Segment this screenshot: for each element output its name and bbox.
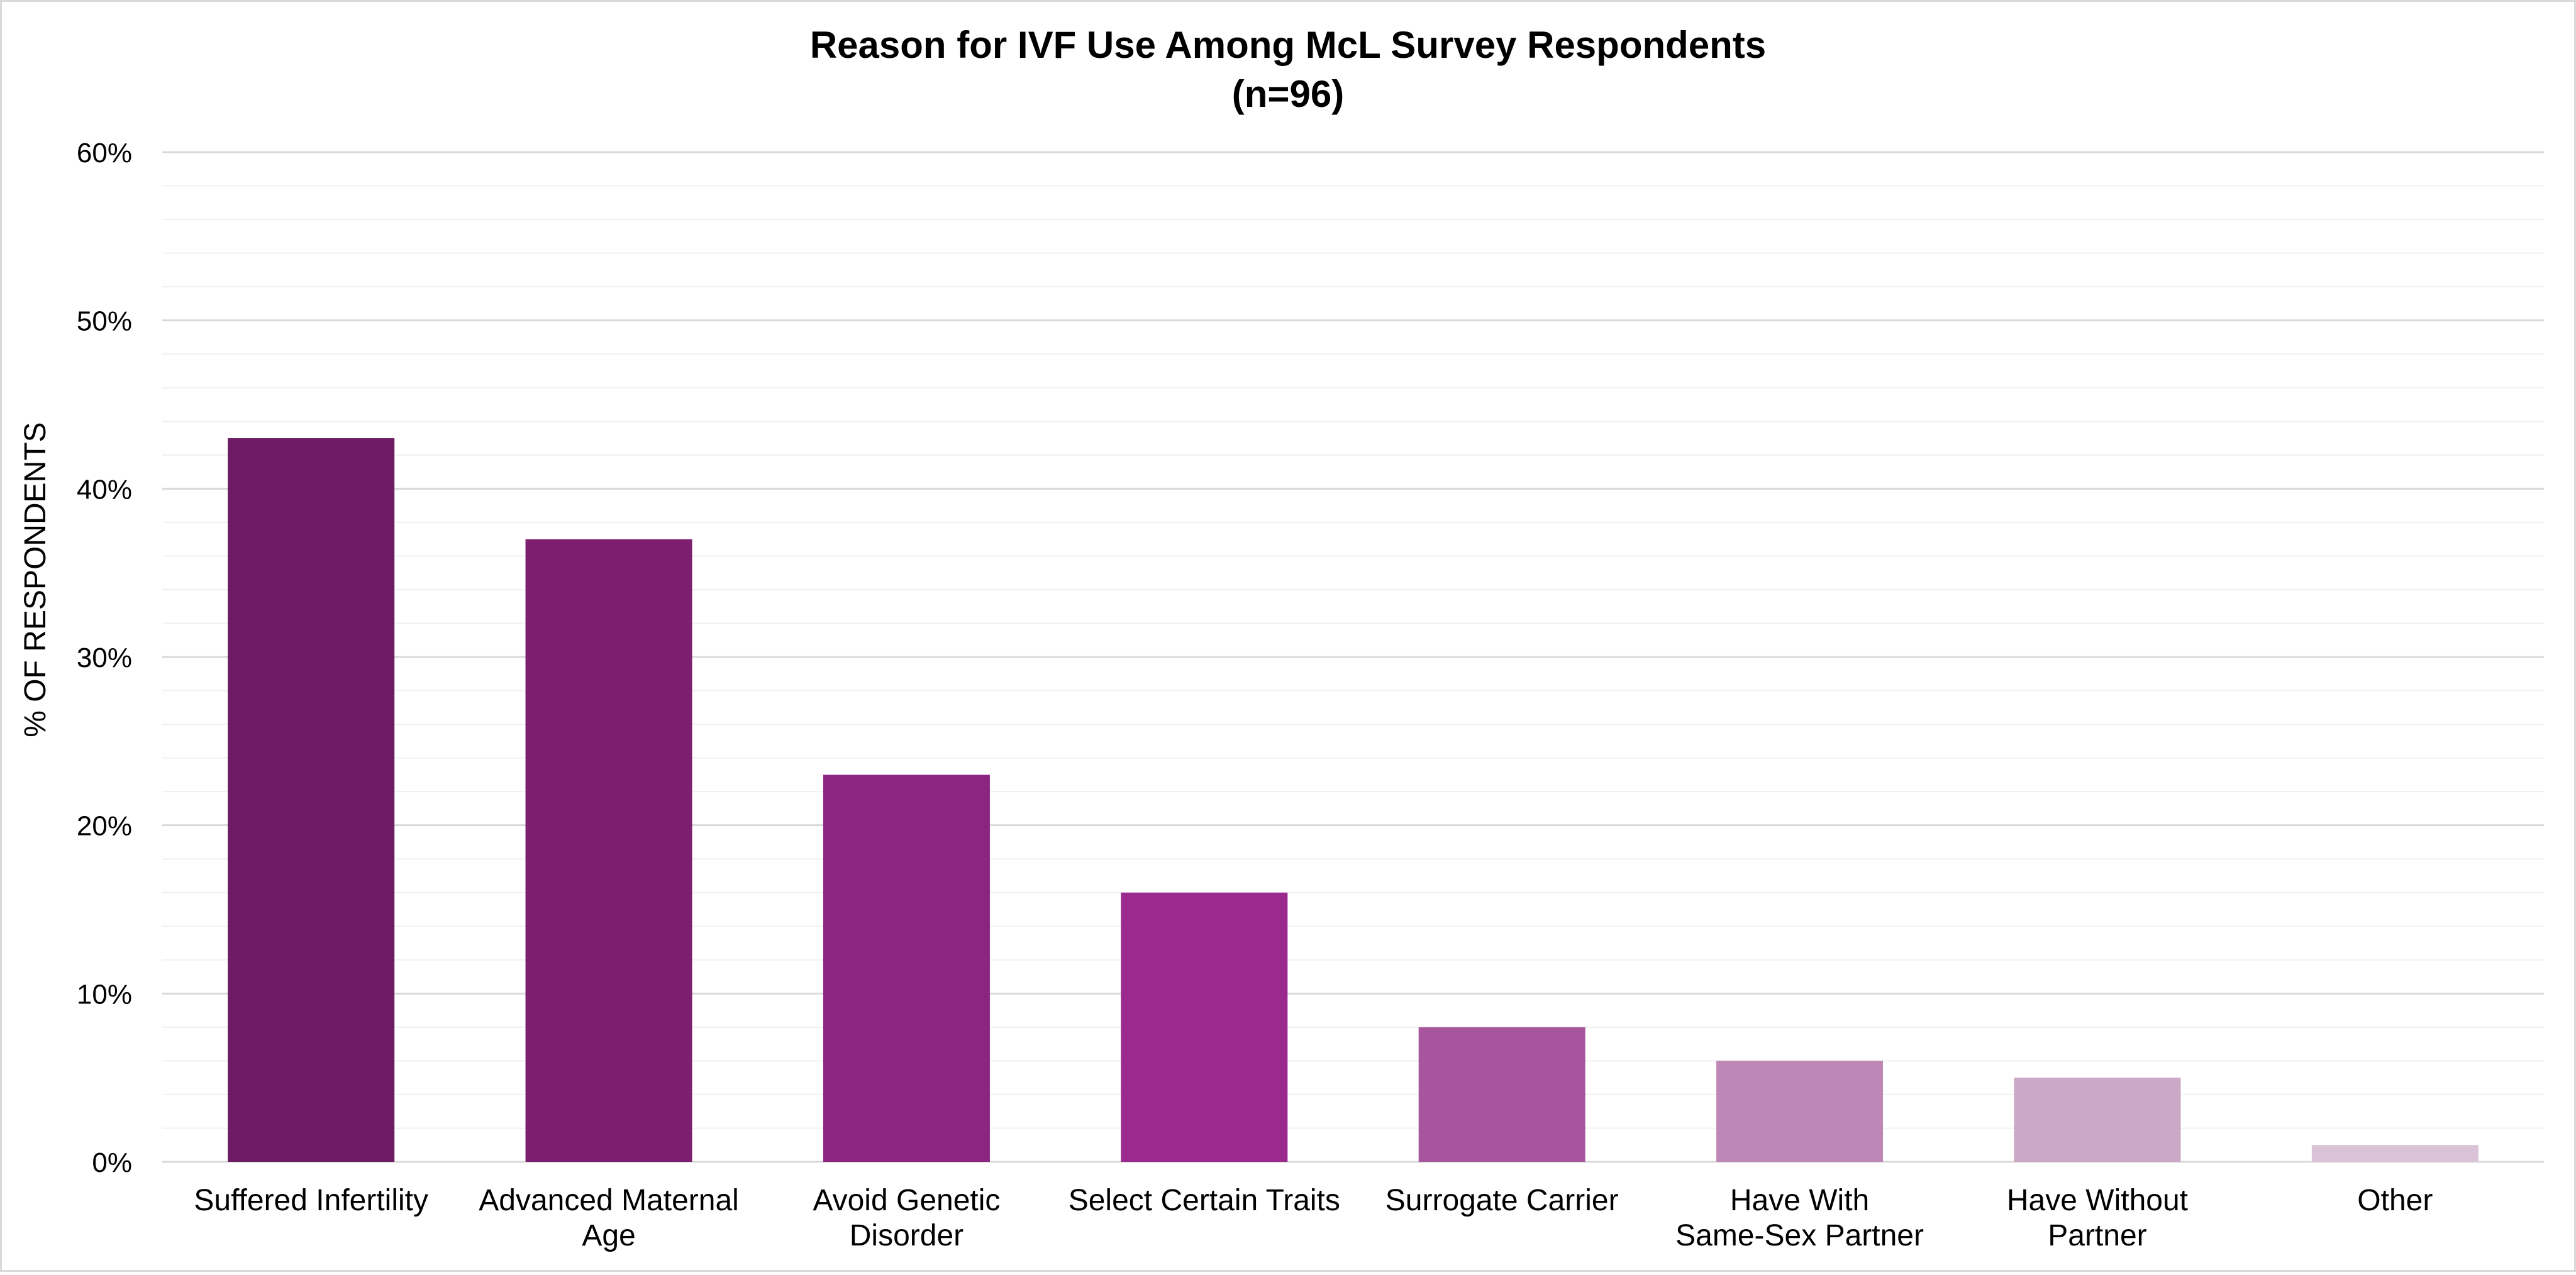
chart-subtitle: (n=96): [1232, 73, 1344, 115]
bar: [2311, 1145, 2479, 1162]
y-tick-label: 30%: [77, 643, 132, 673]
bar: [823, 775, 990, 1162]
x-tick-label: Have Without Partner: [2007, 1184, 2188, 1252]
y-tick-label: 40%: [77, 474, 132, 505]
y-tick-label: 20%: [77, 811, 132, 842]
y-tick-label: 10%: [77, 979, 132, 1010]
y-axis-ticks: 0% 10% 20% 30% 40% 50% 60%: [77, 138, 132, 1178]
x-tick-label: Avoid Genetic Disorder: [813, 1184, 1000, 1252]
y-axis-label: % OF RESPONDENTS: [19, 422, 52, 737]
bar: [2014, 1078, 2181, 1162]
bar: [1716, 1061, 1884, 1162]
y-tick-label: 0%: [92, 1147, 132, 1178]
bar: [1418, 1027, 1585, 1162]
x-tick-label: Select Certain Traits: [1069, 1184, 1340, 1217]
bar: [228, 438, 395, 1162]
chart-title: Reason for IVF Use Among McL Survey Resp…: [810, 24, 1766, 66]
y-tick-label: 50%: [77, 306, 132, 337]
bars: [228, 438, 2479, 1162]
x-tick-label: Suffered Infertility: [194, 1184, 428, 1217]
bar: [1121, 892, 1288, 1162]
x-tick-label: Advanced Maternal Age: [479, 1184, 739, 1252]
x-tick-label: Have With Same-Sex Partner: [1675, 1184, 1924, 1252]
x-tick-label: Other: [2357, 1184, 2433, 1217]
x-tick-label: Surrogate Carrier: [1385, 1184, 1619, 1217]
bar: [525, 539, 692, 1162]
x-axis-category-labels: Suffered Infertility Advanced Maternal Age…: [194, 1184, 2433, 1252]
y-tick-label: 60%: [77, 138, 132, 168]
